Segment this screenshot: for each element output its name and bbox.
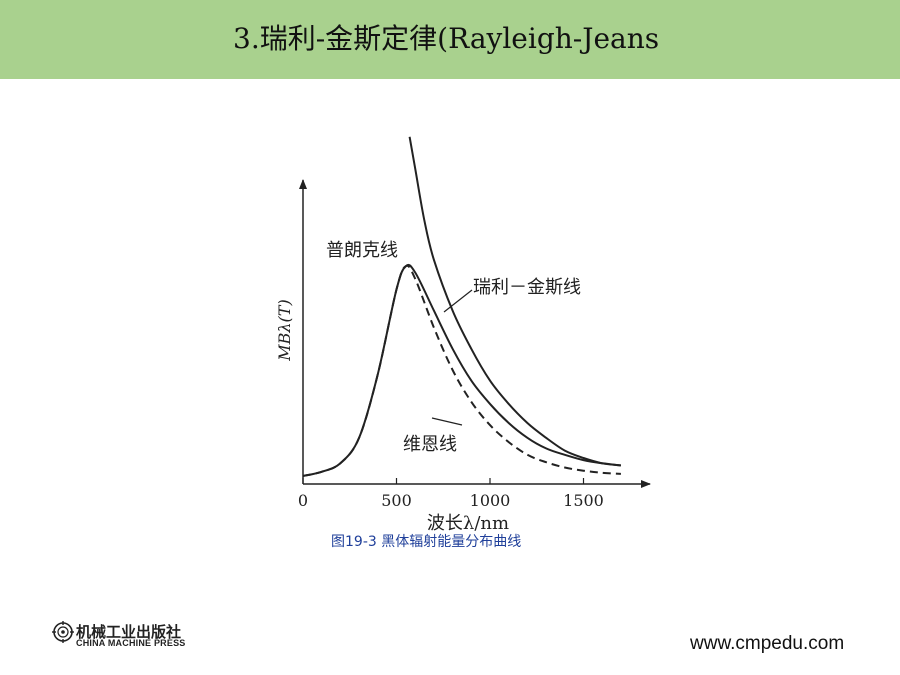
title-bar: 3.瑞利-金斯定律(Rayleigh-Jeans <box>0 0 900 79</box>
series-label-wien: 维恩线 <box>403 434 457 455</box>
y-axis-label: MBλ(T) <box>275 299 294 361</box>
leader-rayleigh-jeans <box>443 289 473 313</box>
rayleigh-jeans-curve <box>408 136 622 467</box>
leader-wien <box>431 417 463 426</box>
x-tick-label: 500 <box>381 491 412 510</box>
website-link[interactable]: www.cmpedu.com <box>690 633 845 654</box>
x-tick-label: 0 <box>298 491 308 510</box>
wien-curve <box>302 264 621 477</box>
x-tick-label: 1000 <box>470 491 511 510</box>
x-axis-label: 波长λ/nm <box>427 513 509 534</box>
series-label-planck: 普朗克线 <box>326 240 398 261</box>
publisher-name-en: CHINA MACHINE PRESS <box>76 638 186 648</box>
series-label-rayleigh-jeans: 瑞利－金斯线 <box>473 277 581 298</box>
slide-title: 3.瑞利-金斯定律(Rayleigh-Jeans <box>233 22 660 55</box>
publisher-name-cn: 机械工业出版社 <box>76 623 182 641</box>
publisher-logo-icon <box>52 621 74 643</box>
x-tick-label: 1500 <box>563 491 604 510</box>
figure-caption: 图19-3 黑体辐射能量分布曲线 <box>331 534 522 550</box>
